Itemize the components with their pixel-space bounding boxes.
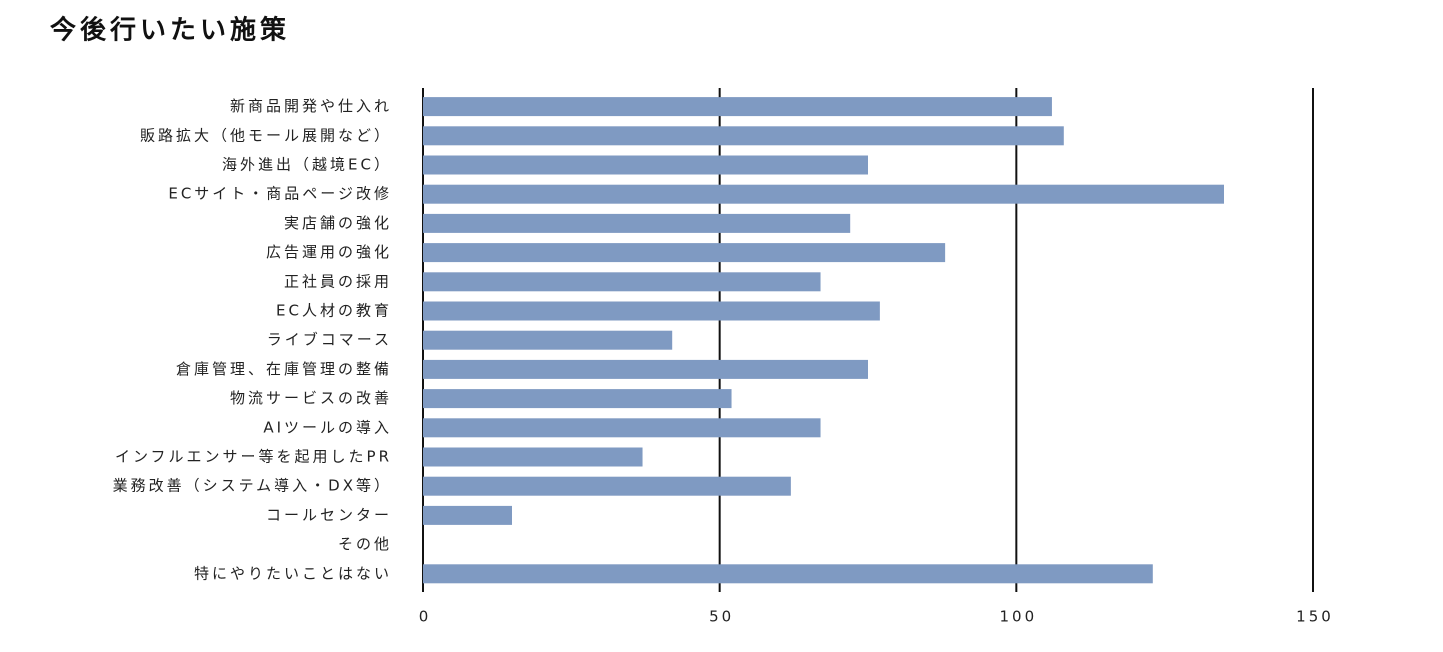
y-tick-label: インフルエンサー等を起用したPR xyxy=(115,448,392,466)
bar xyxy=(423,505,512,525)
y-tick-label: 実店舗の強化 xyxy=(284,214,392,232)
y-tick-label: AIツールの導入 xyxy=(263,418,392,436)
bar xyxy=(423,213,851,233)
bar xyxy=(423,243,946,263)
y-tick-label: 物流サービスの改善 xyxy=(230,389,392,407)
y-tick-label: 倉庫管理、在庫管理の整備 xyxy=(176,360,392,378)
bar xyxy=(423,389,732,409)
bar xyxy=(423,330,673,350)
y-tick-label: 広告運用の強化 xyxy=(266,243,392,261)
bar xyxy=(423,184,1224,204)
bar xyxy=(423,564,1153,584)
bar xyxy=(423,418,821,438)
bar xyxy=(423,272,821,292)
x-tick-label: 0 xyxy=(419,608,432,626)
y-tick-label: 海外進出（越境EC） xyxy=(222,156,392,174)
x-tick-label: 150 xyxy=(1296,608,1334,626)
y-tick-label: その他 xyxy=(338,535,392,553)
bar xyxy=(423,476,791,496)
bar xyxy=(423,155,868,175)
x-tick-label: 50 xyxy=(709,608,734,626)
y-tick-label: 業務改善（システム導入・DX等） xyxy=(113,477,392,495)
y-tick-label: コールセンター xyxy=(266,506,392,524)
x-tick-label: 100 xyxy=(1000,608,1038,626)
y-tick-label: ECサイト・商品ページ改修 xyxy=(168,185,392,203)
bar xyxy=(423,126,1064,146)
bar xyxy=(423,97,1052,117)
y-tick-label: ライブコマース xyxy=(267,331,392,349)
y-tick-label: 新商品開発や仕入れ xyxy=(230,97,392,115)
chart-title: 今後行いたい施策 xyxy=(50,15,290,46)
bar xyxy=(423,359,868,379)
y-tick-label: EC人材の教育 xyxy=(276,302,392,320)
y-tick-label: 特にやりたいことはない xyxy=(194,564,392,582)
y-tick-label: 販路拡大（他モール展開など） xyxy=(140,126,392,144)
y-tick-label: 正社員の採用 xyxy=(284,272,392,290)
bar xyxy=(423,447,643,467)
bar xyxy=(423,301,880,321)
